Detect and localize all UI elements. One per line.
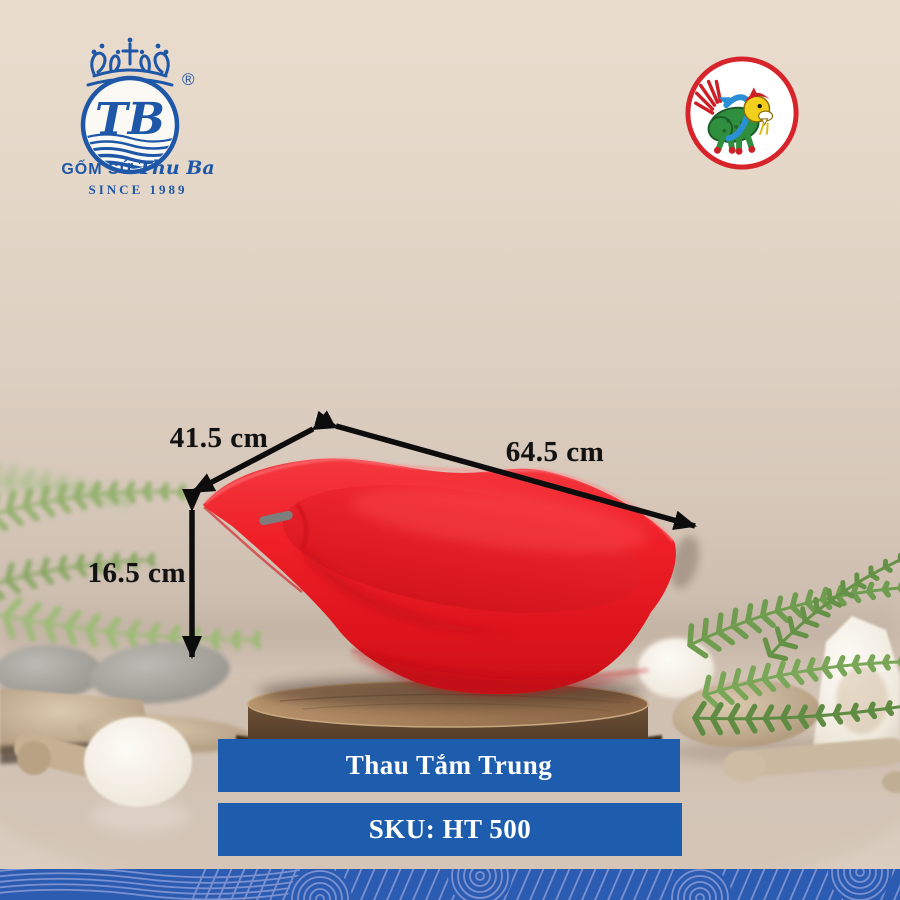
dimension-label-length: 64.5 cm xyxy=(505,436,605,468)
product-name-text: Thau Tắm Trung xyxy=(345,750,553,780)
bathtub-graphic xyxy=(203,457,676,695)
qilin-badge-icon xyxy=(685,56,799,170)
product-name-banner: Thau Tắm Trung xyxy=(218,739,680,792)
tb-monogram: TB xyxy=(95,94,165,145)
dimension-arrow-width xyxy=(191,410,337,495)
tray-divider xyxy=(295,503,308,550)
dimension-arrows xyxy=(182,410,697,659)
dimension-arrow-length xyxy=(313,410,697,530)
white-pebble xyxy=(84,717,192,807)
waist-crease xyxy=(351,648,649,679)
qilin-figure xyxy=(694,79,774,155)
crown-icon xyxy=(86,37,174,87)
sku-banner: SKU: HT 500 xyxy=(218,803,682,856)
dimension-label-width: 41.5 cm xyxy=(169,422,269,454)
gray-pebble xyxy=(0,645,102,699)
wave-pattern-footer xyxy=(0,869,900,900)
sku-text: SKU: HT 500 xyxy=(368,814,532,844)
wave-swirls xyxy=(0,869,900,900)
brand-name-caps: GỐM SỨ xyxy=(61,158,134,178)
pebble-reflection xyxy=(90,799,190,833)
tub-base-shading xyxy=(350,652,640,695)
drain-slot xyxy=(259,510,293,526)
rim-left-edge xyxy=(203,506,303,593)
stick-stone-left xyxy=(13,732,105,778)
brand-name: GỐM SỨ Thu Ba xyxy=(61,157,214,179)
registered-mark: ® xyxy=(182,70,195,89)
brand-since: SINCE 1989 xyxy=(89,182,188,197)
brand-name-script: Thu Ba xyxy=(138,157,215,179)
dimension-label-height: 16.5 cm xyxy=(87,557,186,589)
basin-inner-shadow xyxy=(300,545,520,634)
stick-stone-right xyxy=(723,737,900,793)
white-egg-rock xyxy=(638,638,714,698)
fern-decoration-left xyxy=(0,480,262,651)
brand-logo: TB ® GỐM SỨ Thu Ba SINCE 1989 xyxy=(61,37,215,197)
tub-side-shadow xyxy=(670,535,700,589)
fern-decoration-right xyxy=(687,552,900,736)
